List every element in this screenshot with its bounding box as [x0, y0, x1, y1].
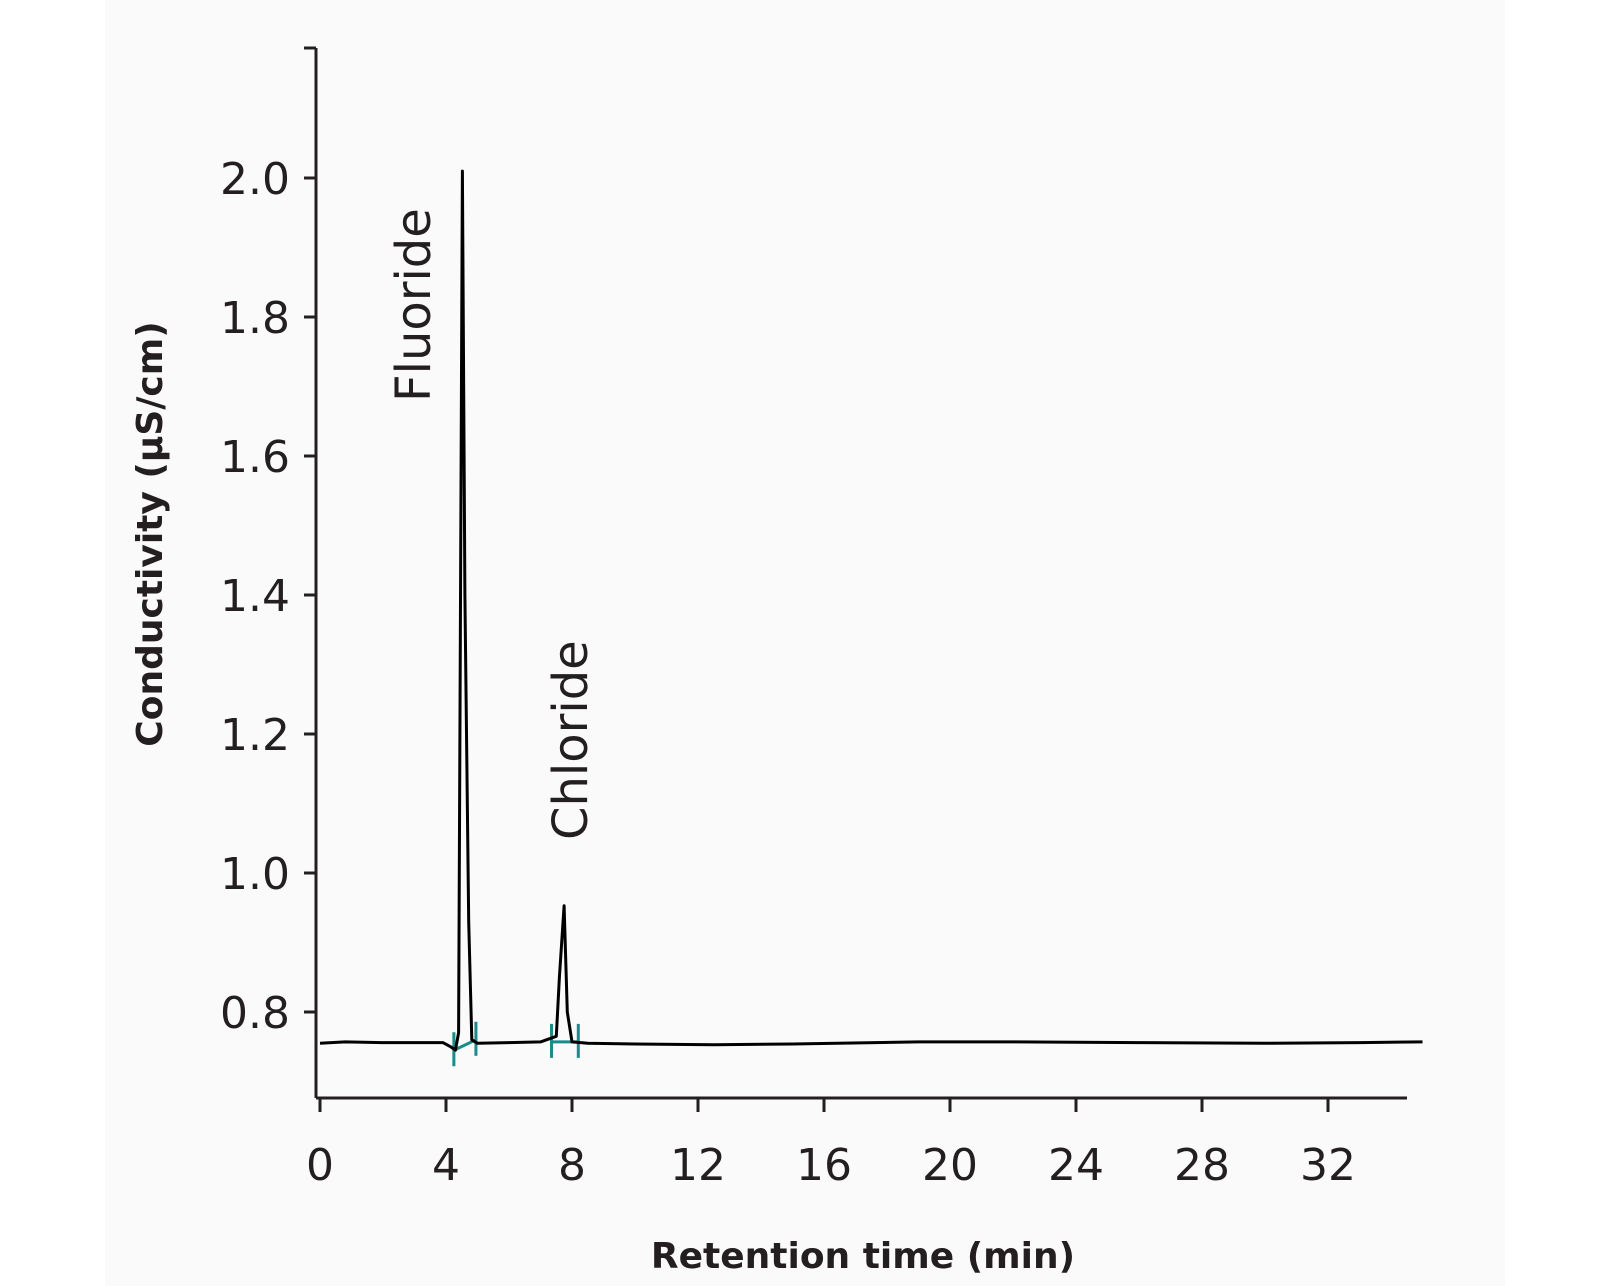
- x-tick-label: 12: [670, 1140, 726, 1191]
- series: [319, 169, 1423, 1052]
- chart-background: [105, 0, 1505, 1286]
- y-tick-label: 1.2: [220, 710, 290, 761]
- integration-marks: [452, 1021, 580, 1067]
- y-tick-label: 2.0: [220, 154, 290, 205]
- y-tick-label: 1.8: [220, 293, 290, 344]
- y-tick-label: 0.8: [220, 988, 290, 1039]
- y-tick-label: 1.4: [220, 571, 290, 622]
- peak-label-chloride: Chloride: [543, 640, 599, 840]
- x-tick-label: 4: [432, 1140, 460, 1191]
- x-tick-label: 28: [1174, 1140, 1230, 1191]
- x-tick-label: 24: [1048, 1140, 1104, 1191]
- peak-label-fluoride: Fluoride: [386, 208, 442, 402]
- y-axis-title: Conductivity (μS/cm): [130, 321, 171, 746]
- series-line: [319, 169, 1423, 1052]
- y-tick-label: 1.0: [220, 849, 290, 900]
- x-tick-label: 20: [922, 1140, 978, 1191]
- x-axis-title: Retention time (min): [651, 1236, 1075, 1277]
- ticks: 0.8 1.0 1.2 1.4 1.6 1.8 2.0 0 4 8 12 16 20 24 28 32: [220, 154, 1356, 1191]
- x-tick-label: 32: [1300, 1140, 1356, 1191]
- x-tick-label: 16: [796, 1140, 852, 1191]
- axes: [304, 46, 1407, 1100]
- x-tick-label: 0: [306, 1140, 334, 1191]
- y-tick-label: 1.6: [220, 432, 290, 483]
- x-tick-label: 8: [558, 1140, 586, 1191]
